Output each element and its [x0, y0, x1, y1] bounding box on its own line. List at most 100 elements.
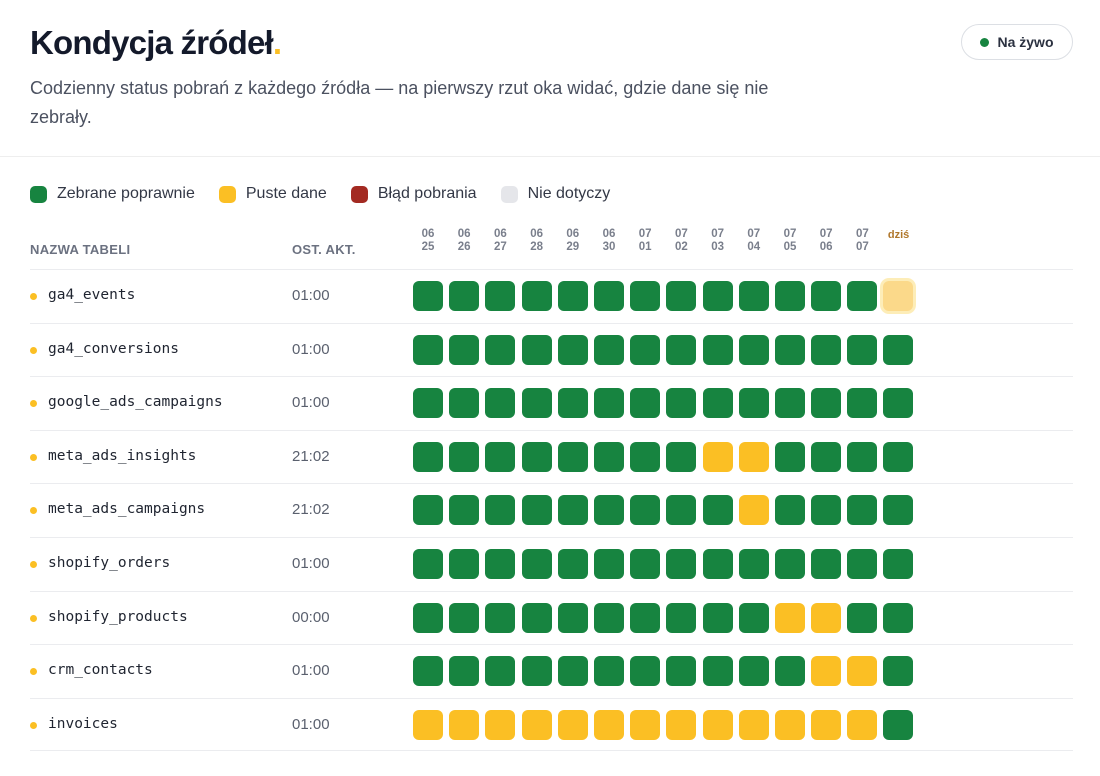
status-cell-ok[interactable] — [702, 281, 733, 311]
status-cell-empty[interactable] — [630, 709, 661, 740]
table-name[interactable]: meta_ads_insights — [48, 447, 197, 464]
live-status-badge[interactable]: Na żywo — [961, 24, 1073, 60]
status-cell-ok[interactable] — [666, 441, 697, 472]
status-cell-empty[interactable] — [774, 602, 805, 633]
status-cell-ok[interactable] — [413, 548, 443, 579]
table-name[interactable]: crm_contacts — [48, 662, 153, 679]
status-cell-ok[interactable] — [485, 441, 516, 472]
status-cell-ok[interactable] — [413, 495, 443, 526]
status-cell-ok[interactable] — [557, 602, 588, 633]
status-cell-ok[interactable] — [485, 495, 516, 526]
status-cell-ok[interactable] — [847, 602, 878, 633]
table-name[interactable]: meta_ads_campaigns — [48, 501, 206, 518]
status-cell-ok[interactable] — [702, 602, 733, 633]
status-cell-ok[interactable] — [413, 441, 443, 472]
status-cell-ok[interactable] — [702, 334, 733, 365]
status-cell-ok[interactable] — [593, 656, 624, 687]
status-cell-ok[interactable] — [883, 495, 914, 526]
status-cell-ok[interactable] — [738, 656, 769, 687]
status-cell-pending[interactable] — [883, 281, 914, 311]
status-cell-ok[interactable] — [630, 602, 661, 633]
status-cell-ok[interactable] — [666, 495, 697, 526]
status-cell-ok[interactable] — [521, 334, 552, 365]
status-cell-ok[interactable] — [521, 495, 552, 526]
status-cell-ok[interactable] — [485, 388, 516, 419]
status-cell-ok[interactable] — [847, 441, 878, 472]
status-cell-ok[interactable] — [702, 388, 733, 419]
status-cell-ok[interactable] — [521, 441, 552, 472]
status-cell-empty[interactable] — [702, 441, 733, 472]
status-cell-ok[interactable] — [774, 656, 805, 687]
status-cell-ok[interactable] — [593, 548, 624, 579]
status-cell-ok[interactable] — [413, 602, 443, 633]
status-cell-ok[interactable] — [847, 548, 878, 579]
status-cell-ok[interactable] — [485, 548, 516, 579]
status-cell-empty[interactable] — [847, 709, 878, 740]
status-cell-ok[interactable] — [666, 602, 697, 633]
status-cell-ok[interactable] — [449, 602, 480, 633]
status-cell-ok[interactable] — [630, 441, 661, 472]
status-cell-ok[interactable] — [593, 388, 624, 419]
table-name[interactable]: invoices — [48, 715, 118, 732]
status-cell-ok[interactable] — [557, 334, 588, 365]
status-cell-ok[interactable] — [630, 281, 661, 311]
status-cell-ok[interactable] — [702, 495, 733, 526]
status-cell-ok[interactable] — [413, 334, 443, 365]
status-cell-ok[interactable] — [666, 548, 697, 579]
status-cell-ok[interactable] — [666, 334, 697, 365]
status-cell-ok[interactable] — [883, 656, 914, 687]
status-cell-ok[interactable] — [630, 656, 661, 687]
status-cell-ok[interactable] — [811, 495, 842, 526]
status-cell-empty[interactable] — [702, 709, 733, 740]
status-cell-ok[interactable] — [449, 334, 480, 365]
status-cell-ok[interactable] — [630, 388, 661, 419]
status-cell-ok[interactable] — [774, 495, 805, 526]
status-cell-empty[interactable] — [811, 602, 842, 633]
status-cell-ok[interactable] — [883, 709, 914, 740]
status-cell-ok[interactable] — [630, 334, 661, 365]
table-name[interactable]: shopify_products — [48, 608, 188, 625]
status-cell-ok[interactable] — [883, 388, 914, 419]
status-cell-ok[interactable] — [774, 388, 805, 419]
status-cell-empty[interactable] — [847, 656, 878, 687]
status-cell-ok[interactable] — [847, 388, 878, 419]
table-name[interactable]: ga4_events — [48, 287, 136, 303]
status-cell-ok[interactable] — [521, 656, 552, 687]
status-cell-ok[interactable] — [485, 602, 516, 633]
status-cell-ok[interactable] — [413, 281, 443, 311]
status-cell-empty[interactable] — [666, 709, 697, 740]
status-cell-ok[interactable] — [521, 388, 552, 419]
status-cell-empty[interactable] — [738, 441, 769, 472]
status-cell-empty[interactable] — [521, 709, 552, 740]
status-cell-ok[interactable] — [774, 281, 805, 311]
status-cell-empty[interactable] — [738, 495, 769, 526]
status-cell-ok[interactable] — [811, 281, 842, 311]
status-cell-ok[interactable] — [847, 334, 878, 365]
status-cell-ok[interactable] — [557, 495, 588, 526]
status-cell-empty[interactable] — [413, 709, 443, 740]
table-name[interactable]: shopify_orders — [48, 554, 171, 571]
status-cell-ok[interactable] — [449, 548, 480, 579]
status-cell-ok[interactable] — [666, 656, 697, 687]
status-cell-ok[interactable] — [883, 548, 914, 579]
status-cell-empty[interactable] — [557, 709, 588, 740]
status-cell-empty[interactable] — [811, 656, 842, 687]
status-cell-ok[interactable] — [521, 548, 552, 579]
status-cell-ok[interactable] — [811, 334, 842, 365]
status-cell-ok[interactable] — [557, 548, 588, 579]
status-cell-ok[interactable] — [883, 334, 914, 365]
status-cell-ok[interactable] — [413, 388, 443, 419]
status-cell-ok[interactable] — [774, 334, 805, 365]
status-cell-ok[interactable] — [449, 441, 480, 472]
status-cell-ok[interactable] — [557, 281, 588, 311]
status-cell-ok[interactable] — [702, 656, 733, 687]
status-cell-ok[interactable] — [630, 495, 661, 526]
status-cell-ok[interactable] — [593, 602, 624, 633]
table-name[interactable]: ga4_conversions — [48, 340, 179, 357]
status-cell-ok[interactable] — [847, 281, 878, 311]
status-cell-ok[interactable] — [449, 495, 480, 526]
status-cell-ok[interactable] — [847, 495, 878, 526]
status-cell-ok[interactable] — [485, 334, 516, 365]
status-cell-ok[interactable] — [811, 548, 842, 579]
status-cell-ok[interactable] — [738, 281, 769, 311]
